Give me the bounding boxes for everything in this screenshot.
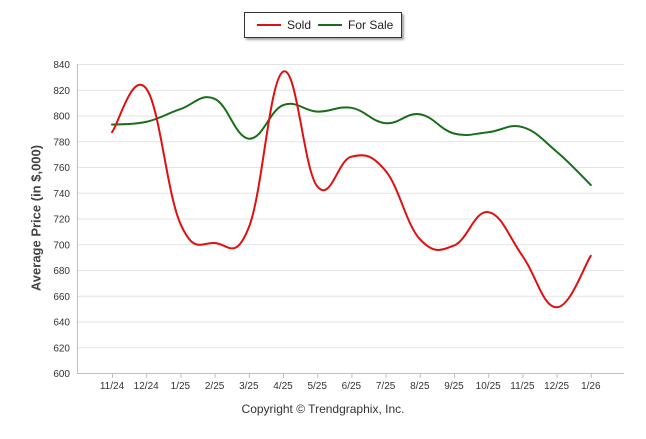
y-tick-label-680: 680 — [53, 266, 70, 277]
x-tick-label-7-25: 7/25 — [376, 381, 396, 392]
y-tick-label-640: 640 — [53, 318, 70, 329]
x-tick-label-12-25: 12/25 — [544, 381, 569, 392]
legend-label-sold: Sold — [287, 18, 312, 32]
y-tick-labels: 600 620 640 660 680 700 720 740 760 780 800 820 840 — [53, 60, 70, 380]
y-tick-label-600: 600 — [53, 369, 70, 380]
x-tick-label-8-25: 8/25 — [410, 381, 430, 392]
y-tick-label-780: 780 — [53, 137, 70, 148]
x-tick-label-6-25: 6/25 — [342, 381, 362, 392]
x-tick-label-4-25: 4/25 — [273, 381, 293, 392]
copyright-credit: Copyright © Trendgraphix, Inc. — [241, 402, 405, 416]
series-line-sold — [111, 70, 592, 309]
y-tick-label-740: 740 — [53, 189, 70, 200]
x-tick-label-9-25: 9/25 — [444, 381, 464, 392]
y-tick-label-840: 840 — [53, 60, 70, 71]
legend: Sold For Sale — [244, 12, 402, 38]
y-tick-label-820: 820 — [53, 86, 70, 97]
series-line-for-sale — [111, 96, 592, 186]
y-tick-label-660: 660 — [53, 292, 70, 303]
y-tick-label-760: 760 — [53, 163, 70, 174]
x-tick-labels: 11/24 12/24 1/25 2/25 3/25 4/25 5/25 6/25 7/25 8/… — [100, 381, 601, 392]
x-tick-label-1-25: 1/25 — [171, 381, 191, 392]
legend-item-sold[interactable]: Sold — [257, 13, 311, 37]
y-axis-title: Average Price (in $,000) — [28, 144, 44, 292]
x-tick-label-1-26: 1/26 — [581, 381, 601, 392]
x-tick-label-3-25: 3/25 — [239, 381, 259, 392]
axes — [77, 64, 624, 378]
x-tick-label-12-24: 12/24 — [134, 381, 159, 392]
x-tick-label-2-25: 2/25 — [205, 381, 225, 392]
legend-swatch-sold — [257, 24, 281, 26]
x-tick-label-5-25: 5/25 — [307, 381, 327, 392]
x-tick-label-11-24: 11/24 — [100, 381, 125, 392]
y-tick-label-620: 620 — [53, 343, 70, 354]
legend-item-for-sale[interactable]: For Sale — [318, 13, 393, 37]
x-tick-label-11-25: 11/25 — [510, 381, 535, 392]
x-tick-label-10-25: 10/25 — [476, 381, 501, 392]
y-tick-label-700: 700 — [53, 240, 70, 251]
grid — [77, 64, 624, 349]
legend-label-for-sale: For Sale — [348, 18, 394, 32]
y-tick-label-800: 800 — [53, 112, 70, 123]
y-tick-label-720: 720 — [53, 215, 70, 226]
series — [111, 70, 592, 309]
legend-swatch-for-sale — [318, 24, 342, 26]
